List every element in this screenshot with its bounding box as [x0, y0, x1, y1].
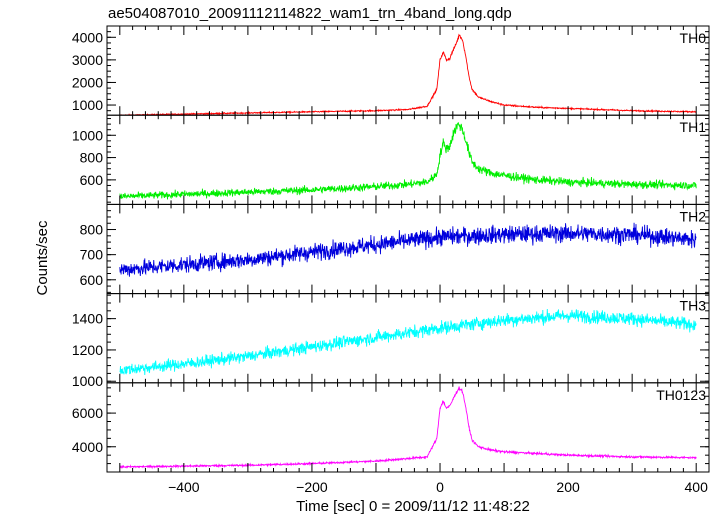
- y-tick-label: 6000: [72, 405, 103, 421]
- y-tick-label: 600: [80, 172, 104, 188]
- y-axis-label: Counts/sec: [34, 220, 51, 296]
- x-tick-label: 200: [556, 479, 580, 495]
- panel-th2: 600 700 800 TH2: [80, 203, 710, 295]
- y-tick-label: 1000: [72, 127, 103, 143]
- series-line-th0123: [119, 386, 697, 470]
- y-tick-label: 1400: [72, 311, 103, 327]
- panel-th3: 1000 1200 1400 TH3: [72, 293, 710, 389]
- figure-title: ae504087010_20091112114822_wam1_trn_4ban…: [108, 5, 512, 22]
- panel-label: TH0123: [656, 387, 706, 403]
- series-line-th1: [119, 122, 697, 200]
- panel-frame: [106, 382, 710, 473]
- y-tick-label: 1000: [72, 373, 103, 389]
- panel-frame: [106, 25, 710, 116]
- y-tick-label: 4000: [72, 439, 103, 455]
- panel-label: TH1: [680, 119, 707, 135]
- series-line-th2: [119, 222, 697, 277]
- x-tick-label: −400: [168, 479, 200, 495]
- y-tick-label: 700: [80, 247, 104, 263]
- y-tick-label: 800: [80, 150, 104, 166]
- panel-th0123: 4000 6000 TH0123: [72, 382, 710, 473]
- series-line-th0: [119, 33, 697, 116]
- panel-th1: 600 800 1000 TH1: [72, 114, 710, 205]
- y-tick-label: 2000: [72, 74, 103, 90]
- y-tick-label: 800: [80, 222, 104, 238]
- x-tick-label: 0: [436, 479, 444, 495]
- x-axis-label: Time [sec] 0 = 2009/11/12 11:48:22: [296, 498, 530, 515]
- panel-label: TH0: [680, 30, 707, 46]
- y-tick-label: 1000: [72, 97, 103, 113]
- series-line-th3: [119, 309, 697, 375]
- panel-frame: [106, 203, 710, 295]
- y-tick-label: 3000: [72, 52, 103, 68]
- y-tick-label: 4000: [72, 29, 103, 45]
- x-tick-label: 400: [685, 479, 709, 495]
- panel-frame: [106, 293, 710, 384]
- x-tick-label: −200: [296, 479, 328, 495]
- panel-label: TH2: [680, 208, 707, 224]
- panel-th0: 1000 2000 3000 4000 TH0: [72, 25, 710, 116]
- y-tick-label: 600: [80, 272, 104, 288]
- panel-label: TH3: [680, 298, 707, 314]
- y-tick-label: 1200: [72, 342, 103, 358]
- panel-frame: [106, 114, 710, 205]
